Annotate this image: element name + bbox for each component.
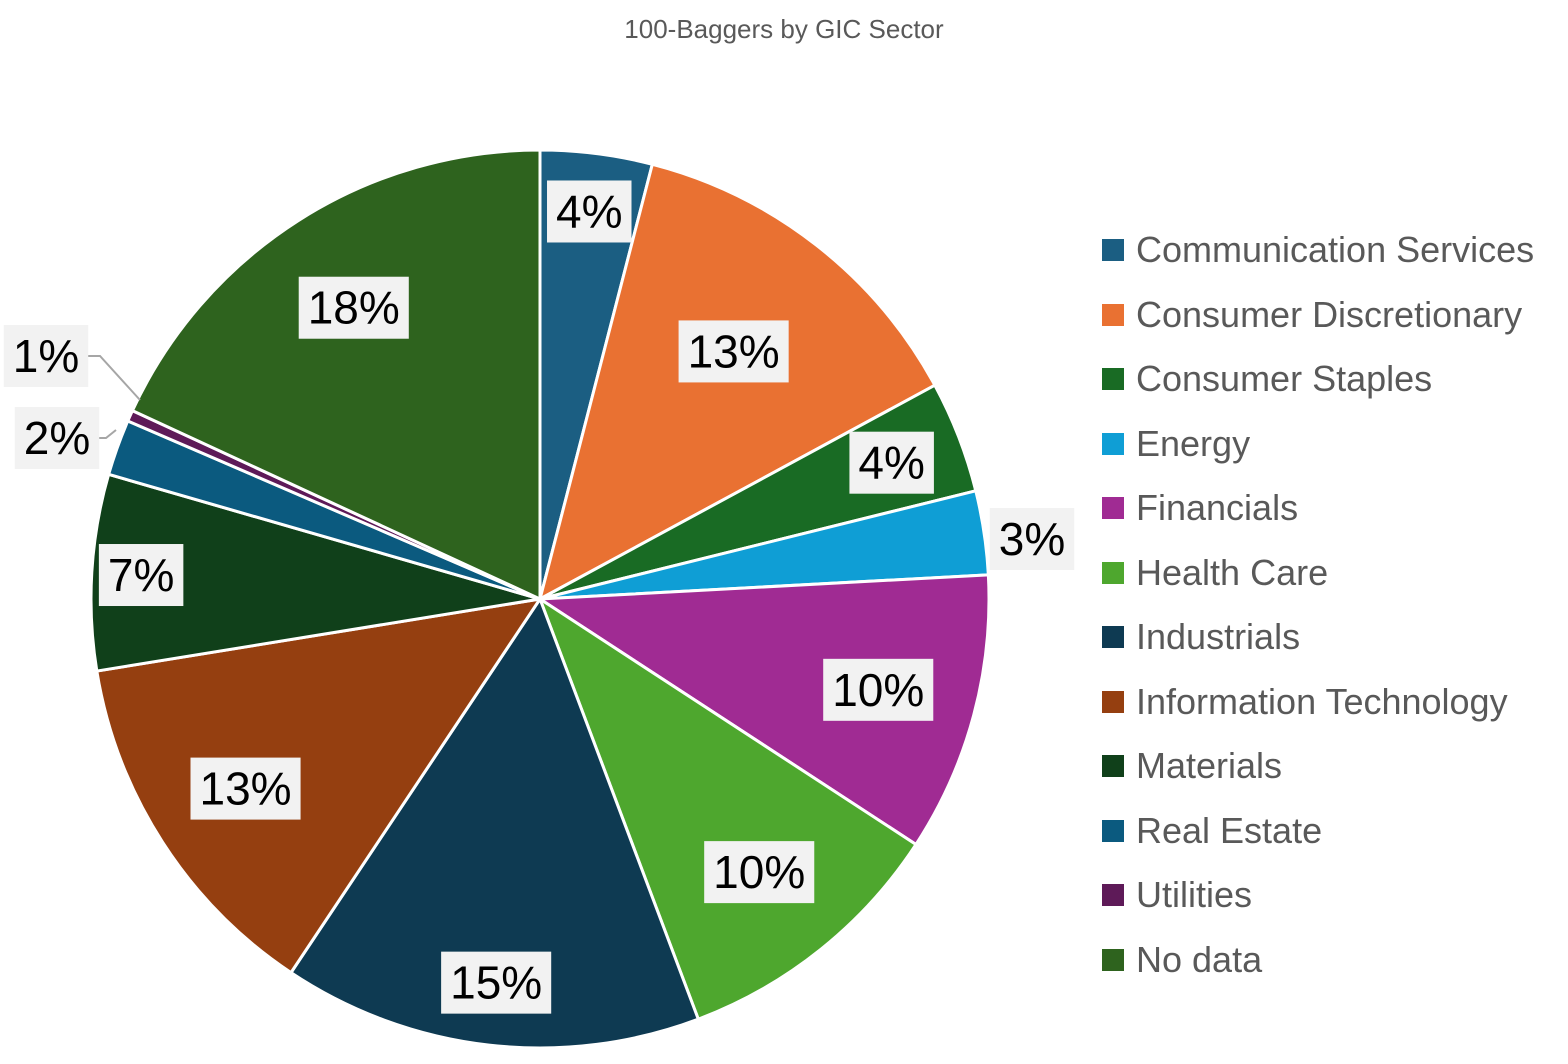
data-label-text: 18% <box>308 282 400 334</box>
legend-swatch <box>1102 755 1124 778</box>
leader-line-real-estate <box>98 429 117 439</box>
data-label-text: 13% <box>688 325 780 377</box>
legend-item-consumer-staples: Consumer Staples <box>1102 347 1534 412</box>
data-label-information-technology: 13% <box>190 757 301 820</box>
data-label-background <box>98 544 184 607</box>
chart-title: 100-Baggers by GIC Sector <box>624 14 944 44</box>
data-label-background <box>3 325 89 387</box>
leader-line-utilities <box>88 355 141 401</box>
legend-swatch <box>1102 626 1124 649</box>
legend-item-industrials: Industrials <box>1102 605 1534 670</box>
legend-item-materials: Materials <box>1102 734 1534 799</box>
pie-slice-industrials <box>288 595 701 1050</box>
legend-label: Health Care <box>1136 551 1329 593</box>
data-label-background <box>441 951 552 1014</box>
data-label-industrials: 15% <box>441 951 552 1014</box>
data-label-background <box>190 757 301 820</box>
data-label-background <box>823 658 934 721</box>
legend-label: Communication Services <box>1136 229 1535 271</box>
legend-label: Information Technology <box>1136 680 1508 722</box>
legend-item-real-estate: Real Estate <box>1102 799 1534 864</box>
data-label-text: 4% <box>556 185 622 237</box>
data-label-text: 15% <box>450 957 542 1009</box>
legend: Communication Services Consumer Discretio… <box>1102 218 1534 992</box>
legend-swatch <box>1102 497 1124 520</box>
legend-label: Financials <box>1136 487 1299 529</box>
data-label-communication-services: 4% <box>547 180 632 243</box>
legend-swatch <box>1102 690 1124 713</box>
legend-label: Energy <box>1136 422 1251 464</box>
data-label-utilities: 1% <box>3 325 89 387</box>
legend-label: Real Estate <box>1136 809 1323 851</box>
data-label-text: 1% <box>13 330 79 382</box>
legend-swatch <box>1102 303 1124 326</box>
data-label-health-care: 10% <box>704 841 815 904</box>
data-label-text: 10% <box>832 664 924 716</box>
data-label-materials: 7% <box>98 544 184 607</box>
pie-slice-materials <box>89 472 541 673</box>
legend-item-utilities: Utilities <box>1102 863 1534 928</box>
legend-swatch <box>1102 819 1124 842</box>
data-label-background <box>704 841 815 904</box>
legend-label: Industrials <box>1136 616 1301 658</box>
legend-swatch <box>1102 239 1124 262</box>
data-label-background <box>989 508 1075 570</box>
legend-item-information-technology: Information Technology <box>1102 670 1534 735</box>
legend-label: Consumer Discretionary <box>1136 293 1523 335</box>
legend-label: Utilities <box>1136 874 1253 916</box>
data-label-text: 2% <box>24 412 90 464</box>
pie-slice-information-technology <box>95 596 544 975</box>
pie-slice-financials <box>535 573 991 847</box>
pie-slice-no-data <box>130 148 542 602</box>
data-label-background <box>547 180 632 243</box>
data-label-background <box>849 431 934 494</box>
legend-item-financials: Financials <box>1102 476 1534 541</box>
legend-swatch <box>1102 948 1124 971</box>
data-label-text: 4% <box>858 437 924 489</box>
data-label-no-data: 18% <box>298 276 409 339</box>
data-label-text: 7% <box>108 549 174 601</box>
data-label-consumer-discretionary: 13% <box>678 320 789 383</box>
legend-swatch <box>1102 561 1124 584</box>
legend-item-energy: Energy <box>1102 412 1534 477</box>
legend-item-no-data: No data <box>1102 928 1534 993</box>
legend-item-consumer-discretionary: Consumer Discretionary <box>1102 283 1534 348</box>
legend-label: Consumer Staples <box>1136 358 1433 400</box>
data-label-background <box>678 320 789 383</box>
data-label-real-estate: 2% <box>14 407 100 469</box>
legend-swatch <box>1102 368 1124 391</box>
data-label-background <box>298 276 409 339</box>
legend-label: Materials <box>1136 745 1283 787</box>
data-label-energy: 3% <box>989 508 1075 570</box>
legend-swatch <box>1102 884 1124 907</box>
legend-item-communication-services: Communication Services <box>1102 218 1534 283</box>
data-label-text: 13% <box>200 763 292 815</box>
data-label-text: 10% <box>713 846 805 898</box>
data-label-background <box>14 407 100 469</box>
data-label-text: 3% <box>999 513 1065 565</box>
legend-swatch <box>1102 432 1124 455</box>
data-label-financials: 10% <box>823 658 934 721</box>
legend-item-health-care: Health Care <box>1102 541 1534 606</box>
legend-label: No data <box>1136 938 1263 980</box>
pie-slice-health-care <box>536 595 919 1022</box>
data-label-consumer-staples: 4% <box>849 431 934 494</box>
